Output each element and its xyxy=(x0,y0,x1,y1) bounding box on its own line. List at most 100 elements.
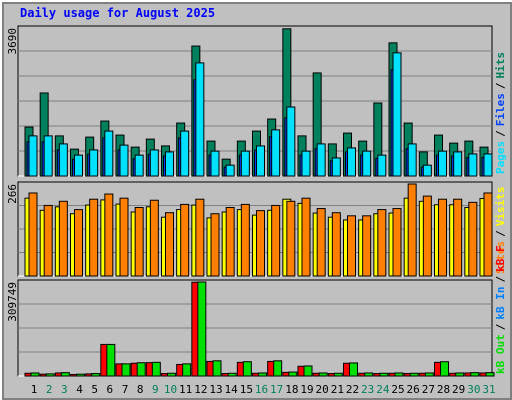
bar xyxy=(288,371,298,377)
bar xyxy=(364,372,374,377)
bar xyxy=(151,361,161,377)
legend-separator: / xyxy=(494,276,507,283)
bar xyxy=(28,192,38,277)
bar xyxy=(119,197,129,277)
bar xyxy=(58,200,68,277)
bar xyxy=(301,150,311,177)
legend-entry: kB F xyxy=(494,245,507,272)
bar xyxy=(301,197,311,277)
x-tick-label: 18 xyxy=(285,383,298,396)
bar xyxy=(180,203,190,277)
x-tick-label: 31 xyxy=(482,383,495,396)
bar xyxy=(104,130,114,177)
y-tick-label: 266 xyxy=(6,184,19,204)
bar xyxy=(212,360,222,377)
bar xyxy=(121,363,131,377)
bar xyxy=(316,208,326,277)
bar xyxy=(76,373,85,377)
bar xyxy=(182,363,192,377)
bar xyxy=(331,212,341,277)
x-tick-label: 22 xyxy=(346,383,359,396)
bar xyxy=(379,372,389,377)
bar xyxy=(424,372,434,377)
x-tick-label: 23 xyxy=(361,383,374,396)
bar xyxy=(45,373,55,377)
x-tick-label: 15 xyxy=(240,383,253,396)
legend: Sites / Visits xyxy=(494,187,507,275)
bar xyxy=(470,372,480,377)
bar xyxy=(240,203,250,277)
x-tick-label: 4 xyxy=(76,383,83,396)
bar xyxy=(256,210,265,277)
x-tick-label: 1 xyxy=(31,383,38,396)
bar xyxy=(362,215,372,277)
legend-entry: Hits xyxy=(494,52,507,79)
bar xyxy=(149,199,159,277)
bar xyxy=(468,201,478,277)
bar xyxy=(225,207,235,277)
bar xyxy=(74,154,83,177)
x-tick-label: 13 xyxy=(209,383,222,396)
bar xyxy=(258,372,267,377)
x-tick-label: 2 xyxy=(46,383,53,396)
bar xyxy=(377,209,387,277)
x-tick-label: 12 xyxy=(194,383,207,396)
bar xyxy=(167,372,176,377)
x-tick-label: 7 xyxy=(122,383,129,396)
bar xyxy=(362,150,372,177)
bar xyxy=(392,52,402,177)
x-tick-label: 9 xyxy=(152,383,159,396)
x-tick-label: 19 xyxy=(300,383,313,396)
bar xyxy=(225,164,235,177)
bar xyxy=(256,145,265,177)
bar xyxy=(438,150,447,177)
legend-entry: Pages xyxy=(494,141,507,174)
x-tick-label: 24 xyxy=(376,383,390,396)
bar xyxy=(91,373,101,377)
x-tick-label: 17 xyxy=(270,383,283,396)
legend-entry: Visits xyxy=(494,187,507,227)
bar xyxy=(273,360,283,377)
legend: Pages / Files / Hits xyxy=(494,52,507,174)
bar xyxy=(28,135,38,177)
x-tick-label: 5 xyxy=(91,383,98,396)
bar xyxy=(409,372,419,377)
bar xyxy=(422,164,432,177)
x-tick-label: 28 xyxy=(437,383,450,396)
legend: kB Out / kB In / kB F xyxy=(494,245,507,374)
bar xyxy=(347,215,356,277)
bar xyxy=(331,157,341,177)
bar xyxy=(60,372,70,377)
x-tick-label: 11 xyxy=(179,383,192,396)
x-tick-label: 29 xyxy=(452,383,465,396)
bar xyxy=(453,198,463,277)
legend-separator: / xyxy=(494,82,507,89)
bar xyxy=(165,212,174,277)
x-tick-label: 27 xyxy=(422,383,435,396)
bar xyxy=(227,372,237,377)
bar xyxy=(483,153,493,177)
x-tick-label: 14 xyxy=(225,383,239,396)
bar xyxy=(271,129,281,177)
bar xyxy=(407,143,417,177)
x-tick-label: 8 xyxy=(137,383,144,396)
bar xyxy=(286,200,296,277)
bar xyxy=(349,362,358,377)
bar xyxy=(106,343,116,377)
bar xyxy=(43,204,53,277)
bar xyxy=(180,130,190,177)
y-tick-label: 309749 xyxy=(6,282,19,322)
bar xyxy=(165,151,174,177)
bar xyxy=(377,154,387,177)
bar xyxy=(43,135,53,177)
bar xyxy=(422,195,432,277)
bar xyxy=(210,213,220,277)
bar xyxy=(74,209,83,277)
bar xyxy=(58,143,68,177)
x-tick-label: 10 xyxy=(164,383,177,396)
bar xyxy=(407,183,417,277)
bar xyxy=(316,143,326,177)
bar xyxy=(394,372,404,377)
legend-entry: kB In xyxy=(494,287,507,320)
